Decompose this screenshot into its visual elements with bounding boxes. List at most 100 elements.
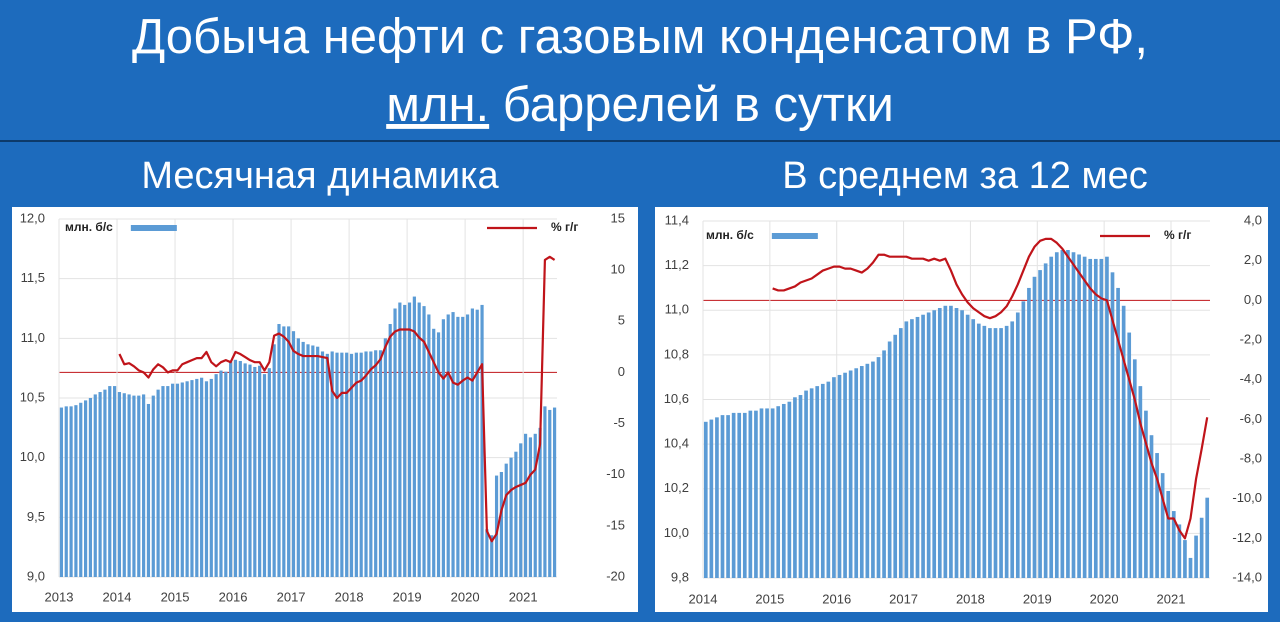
bar xyxy=(306,344,310,577)
bar xyxy=(809,388,814,578)
y-tick-label: 11,0 xyxy=(665,302,689,317)
legend-label: % г/г xyxy=(551,220,578,234)
bar xyxy=(113,386,117,577)
bar xyxy=(971,319,976,578)
y-tick-label: 9,5 xyxy=(27,509,45,524)
x-tick-label: 2016 xyxy=(219,589,248,604)
bar xyxy=(804,390,808,578)
bar xyxy=(1199,517,1204,578)
bar xyxy=(209,378,213,577)
bar xyxy=(166,386,170,577)
bar xyxy=(494,475,499,577)
bar xyxy=(910,319,914,578)
bar xyxy=(214,374,218,577)
bar xyxy=(1188,557,1193,578)
bar xyxy=(820,383,825,578)
bar xyxy=(485,529,489,577)
bar xyxy=(436,332,441,577)
bar xyxy=(316,346,320,577)
y2-tick-label: -10,0 xyxy=(1232,490,1262,505)
y2-tick-label: -2,0 xyxy=(1240,331,1262,346)
bar xyxy=(871,361,875,578)
x-tick-label: 2017 xyxy=(277,589,306,604)
bar xyxy=(262,374,267,577)
bar xyxy=(798,395,803,578)
bar xyxy=(388,324,392,577)
bar xyxy=(349,353,354,577)
bar xyxy=(848,370,853,578)
legend-label: млн. б/с xyxy=(706,228,754,242)
bar xyxy=(703,421,708,578)
bar xyxy=(826,381,831,578)
bar xyxy=(709,419,714,578)
bar xyxy=(1155,453,1159,578)
bar xyxy=(446,314,450,577)
bar xyxy=(898,328,903,578)
bar xyxy=(296,338,300,577)
bar xyxy=(1082,256,1087,578)
bar xyxy=(1132,359,1137,578)
bar xyxy=(185,381,189,577)
bar xyxy=(742,412,747,578)
bar xyxy=(374,350,378,577)
bar xyxy=(393,308,397,577)
y-tick-label: 10,2 xyxy=(664,480,689,495)
x-tick-label: 2020 xyxy=(451,589,480,604)
bar xyxy=(533,433,537,577)
bar xyxy=(490,535,494,577)
bar xyxy=(988,328,992,578)
bar xyxy=(1138,386,1143,578)
x-tick-label: 2014 xyxy=(103,589,132,604)
bar xyxy=(1194,535,1198,578)
bar xyxy=(876,357,881,578)
bar xyxy=(229,362,233,577)
bar xyxy=(887,341,892,578)
y2-tick-label: -20 xyxy=(606,568,625,583)
bar xyxy=(64,406,68,577)
bar xyxy=(1171,511,1176,578)
x-tick-label: 2021 xyxy=(1157,591,1186,606)
bar xyxy=(1049,256,1054,578)
x-tick-label: 2014 xyxy=(689,591,718,606)
x-tick-label: 2018 xyxy=(956,591,985,606)
bar xyxy=(175,383,180,577)
bar xyxy=(1038,270,1042,578)
bar xyxy=(340,352,344,577)
bar xyxy=(132,395,136,577)
bar xyxy=(238,361,242,577)
x-tick-label: 2015 xyxy=(161,589,190,604)
bar xyxy=(291,331,296,577)
y2-tick-label: -5 xyxy=(613,415,625,430)
bar xyxy=(737,412,742,578)
title-rest: баррелей в сутки xyxy=(503,78,894,132)
bar xyxy=(432,328,436,577)
bar xyxy=(403,304,407,577)
bar xyxy=(548,409,552,577)
bar xyxy=(146,403,151,577)
x-tick-label: 2019 xyxy=(1023,591,1052,606)
bar xyxy=(287,326,291,577)
bar xyxy=(781,403,786,578)
line-series xyxy=(118,255,556,543)
bar xyxy=(519,443,523,577)
bar xyxy=(83,400,88,577)
bar xyxy=(1043,263,1048,578)
bar xyxy=(514,451,518,577)
x-tick-label: 2020 xyxy=(1090,591,1119,606)
bar xyxy=(475,309,479,577)
bar xyxy=(949,305,953,578)
bar xyxy=(1032,276,1037,578)
bar xyxy=(301,341,305,577)
bar xyxy=(98,392,102,577)
y2-tick-label: -12,0 xyxy=(1232,530,1262,545)
bar xyxy=(1160,473,1165,578)
bar xyxy=(441,319,445,577)
bar xyxy=(195,378,199,577)
bar xyxy=(932,310,937,578)
y2-tick-label: 2,0 xyxy=(1244,252,1262,267)
bar xyxy=(843,372,847,578)
x-tick-label: 2017 xyxy=(889,591,918,606)
bar xyxy=(427,314,431,577)
bar xyxy=(142,394,146,577)
